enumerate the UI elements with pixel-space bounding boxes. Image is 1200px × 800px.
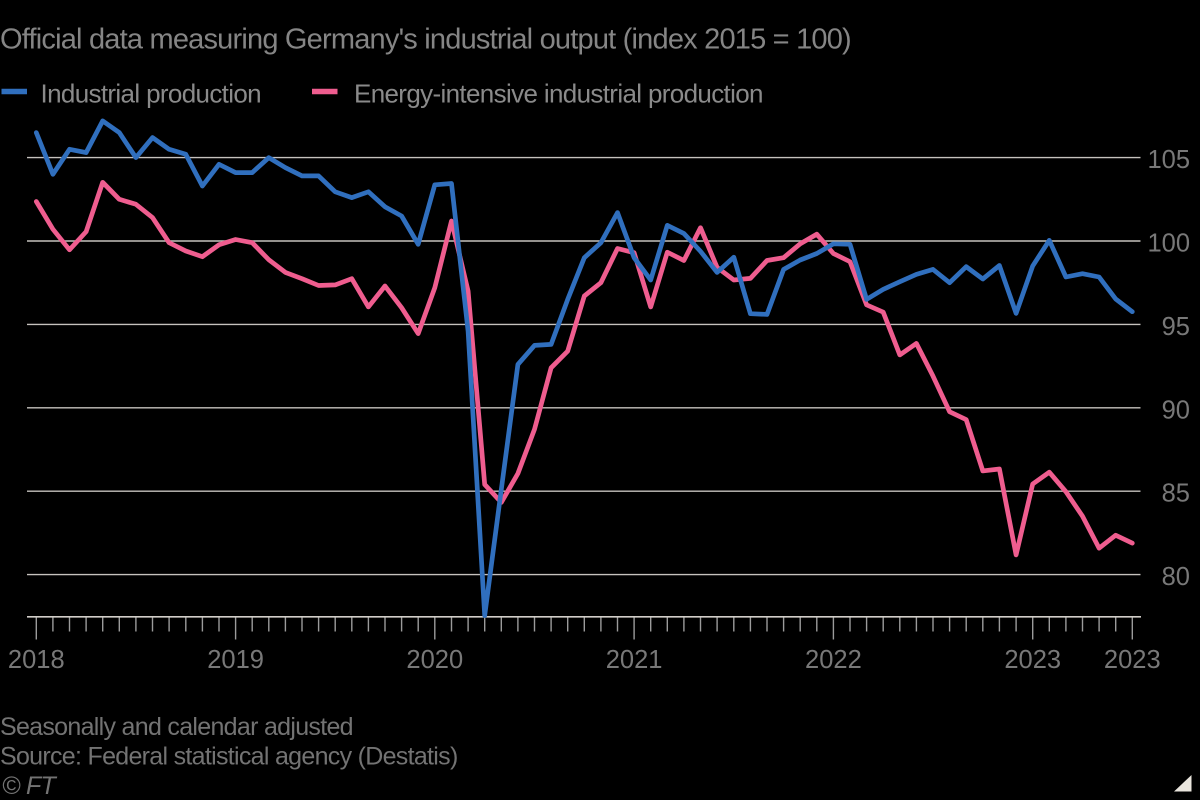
svg-text:2021: 2021 [606,646,663,674]
svg-text:85: 85 [1162,480,1190,508]
svg-text:2019: 2019 [207,646,264,674]
svg-text:Source: Federal statistical ag: Source: Federal statistical agency (Dest… [0,743,458,771]
svg-text:Energy-intensive industrial pr: Energy-intensive industrial production [354,78,763,108]
svg-text:2023: 2023 [1104,646,1161,674]
svg-text:Seasonally and calendar adjust: Seasonally and calendar adjusted [0,713,353,741]
svg-text:100: 100 [1147,230,1190,258]
svg-text:Official data measuring German: Official data measuring Germany's indust… [0,24,851,56]
svg-text:2020: 2020 [406,646,463,674]
svg-text:2023: 2023 [1004,646,1061,674]
svg-text:105: 105 [1147,146,1190,174]
svg-text:95: 95 [1162,313,1190,341]
svg-text:© FT: © FT [2,772,58,800]
svg-text:Industrial production: Industrial production [41,78,262,108]
svg-text:2022: 2022 [805,646,862,674]
svg-text:2018: 2018 [8,646,65,674]
svg-text:90: 90 [1162,396,1190,424]
svg-text:80: 80 [1162,563,1190,591]
